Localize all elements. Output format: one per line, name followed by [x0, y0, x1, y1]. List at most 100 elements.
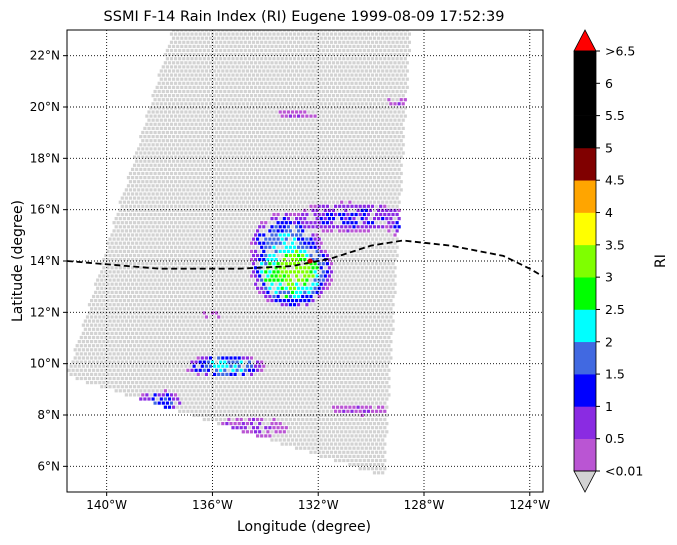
swath-pixel: [215, 171, 219, 176]
swath-pixel: [366, 106, 370, 110]
swath-pixel: [229, 151, 233, 155]
swath-pixel: [403, 81, 407, 85]
swath-pixel: [206, 180, 210, 184]
swath-pixel: [256, 196, 260, 200]
swath-pixel: [169, 319, 174, 323]
swath-pixel: [159, 192, 163, 196]
swath-pixel: [174, 237, 178, 241]
swath-pixel: [202, 286, 206, 290]
swath-pixel: [278, 225, 282, 229]
swath-pixel: [94, 307, 98, 311]
swath-pixel: [219, 237, 223, 241]
swath-pixel: [206, 106, 210, 110]
swath-pixel: [383, 204, 387, 208]
swath-pixel: [235, 294, 239, 299]
swath-pixel: [256, 278, 260, 282]
swath-pixel: [334, 139, 338, 143]
swath-pixel: [327, 77, 331, 81]
swath-pixel: [163, 258, 167, 262]
swath-pixel: [233, 94, 237, 98]
swath-pixel: [379, 253, 383, 258]
swath-pixel: [198, 81, 202, 85]
swath-pixel: [342, 229, 346, 233]
swath-pixel: [290, 77, 295, 81]
swath-pixel: [118, 290, 122, 294]
swath-pixel: [112, 245, 116, 249]
swath-pixel: [182, 188, 186, 192]
swath-pixel: [182, 48, 186, 53]
swath-pixel: [262, 323, 266, 327]
swath-pixel: [350, 188, 354, 192]
swath-pixel: [352, 225, 356, 229]
swath-pixel: [311, 233, 315, 237]
swath-pixel: [149, 253, 153, 258]
swath-pixel: [169, 229, 174, 233]
swath-pixel: [118, 331, 122, 335]
swath-pixel: [133, 229, 137, 233]
swath-pixel: [375, 32, 379, 36]
swath-pixel: [223, 294, 227, 299]
swath-pixel: [190, 221, 194, 225]
swath-pixel: [190, 89, 194, 94]
swath-pixel: [364, 151, 368, 155]
swath-pixel: [198, 139, 202, 143]
swath-pixel: [323, 102, 327, 106]
swath-pixel: [116, 262, 120, 266]
swath-pixel: [251, 237, 256, 241]
swath-pixel: [290, 208, 295, 212]
swath-pixel: [260, 204, 264, 208]
swath-pixel: [169, 155, 174, 159]
swath-pixel: [307, 249, 311, 253]
swath-pixel: [354, 40, 358, 44]
swath-pixel: [375, 204, 379, 208]
swath-pixel: [167, 290, 172, 294]
swath-pixel: [151, 241, 155, 245]
swath-pixel: [243, 32, 247, 36]
swath-pixel: [213, 110, 217, 114]
swath-pixel: [147, 241, 151, 245]
swath-pixel: [198, 171, 202, 176]
swath-pixel: [229, 69, 233, 73]
swath-pixel: [188, 299, 192, 303]
swath-pixel: [358, 327, 362, 331]
swath-pixel: [229, 290, 233, 294]
swath-pixel: [237, 30, 241, 32]
swath-pixel: [309, 253, 313, 258]
swath-pixel: [393, 151, 397, 155]
swath-pixel: [350, 106, 354, 110]
swath-pixel: [309, 237, 313, 241]
swath-pixel: [280, 163, 284, 167]
swath-pixel: [200, 110, 204, 114]
swath-pixel: [223, 262, 227, 266]
swath-pixel: [237, 102, 241, 106]
swath-pixel: [336, 151, 340, 155]
swath-pixel: [375, 122, 379, 126]
swath-pixel: [270, 290, 274, 294]
swath-pixel: [174, 229, 178, 233]
swath-pixel: [131, 258, 135, 262]
swath-pixel: [364, 192, 368, 196]
swath-pixel: [200, 241, 204, 245]
swath-pixel: [225, 241, 229, 245]
swath-pixel: [237, 225, 241, 229]
swath-pixel: [307, 299, 311, 303]
swath-pixel: [274, 36, 278, 40]
swath-pixel: [186, 303, 190, 307]
swath-pixel: [299, 110, 303, 114]
swath-pixel: [309, 204, 313, 208]
swath-pixel: [241, 315, 245, 319]
swath-pixel: [297, 286, 301, 290]
swath-pixel: [295, 307, 299, 311]
swath-pixel: [200, 307, 204, 311]
swath-pixel: [169, 122, 174, 126]
swath-pixel: [120, 221, 124, 225]
swath-pixel: [309, 106, 313, 110]
swath-pixel: [208, 290, 213, 294]
swath-pixel: [264, 139, 268, 143]
swath-pixel: [331, 94, 336, 98]
swath-pixel: [225, 200, 229, 204]
swath-pixel: [196, 192, 200, 196]
swath-pixel: [151, 151, 155, 155]
swath-pixel: [264, 221, 268, 225]
swath-pixel: [180, 85, 184, 89]
